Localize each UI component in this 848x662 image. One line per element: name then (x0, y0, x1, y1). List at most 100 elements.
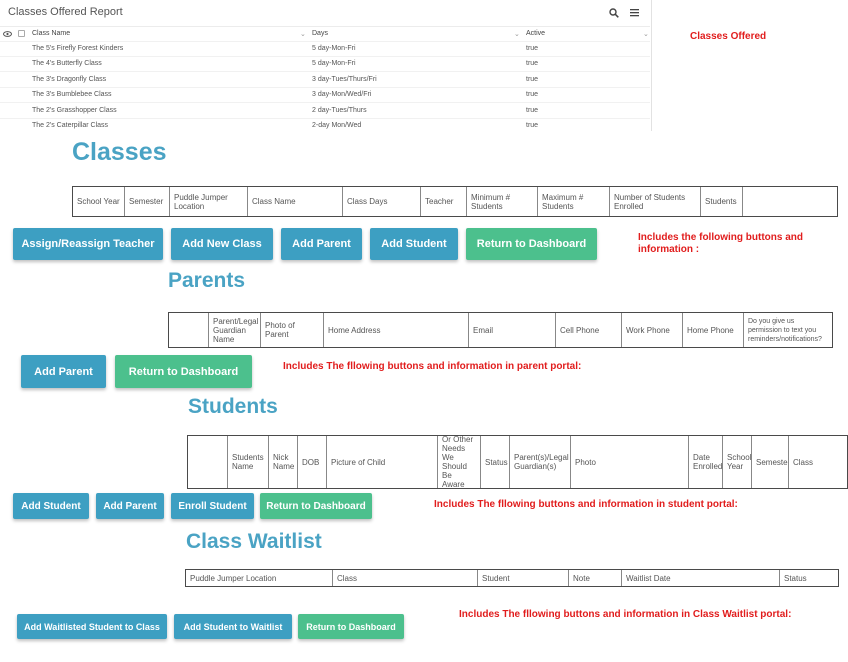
parents-table-header: Parent/Legal Guardian Name Photo of Pare… (168, 312, 833, 348)
row-divider (0, 41, 650, 42)
add-waitlisted-student-button[interactable]: Add Waitlisted Student to Class (17, 614, 167, 639)
column-header: Status (784, 573, 807, 583)
menu-icon[interactable] (630, 8, 639, 17)
column-header: Teacher (421, 187, 467, 216)
column-header: Class Days (343, 187, 421, 216)
row-divider (0, 56, 650, 57)
add-student-button[interactable]: Add Student (370, 228, 458, 260)
note-waitlist: Includes The fllowing buttons and inform… (459, 609, 792, 620)
column-header: Waitlist Date (622, 570, 780, 586)
students-table-header: Students Name Nick Name DOB Picture of C… (187, 435, 848, 489)
column-header: Parent(s)/Legal Guardian(s) (510, 436, 571, 488)
row-divider (0, 71, 650, 72)
column-header: Home Phone (683, 313, 744, 347)
column-header: Do you give us permission to text you re… (748, 317, 822, 343)
waitlist-title: Class Waitlist (186, 530, 322, 553)
sort-icon[interactable]: ⌄ (514, 31, 520, 38)
column-header: Semester (125, 187, 170, 216)
column-header: Students Name (228, 436, 269, 488)
column-header: Picture of Child (327, 436, 438, 488)
column-header: Allergies Or Other Needs We Should Be Aw… (438, 436, 481, 488)
classes-table-header: School Year Semester Puddle Jumper Locat… (72, 186, 838, 217)
column-header: Work Phone (622, 313, 683, 347)
column-header: Puddle Jumper Location (186, 570, 333, 586)
report-cell-active: true (526, 91, 539, 98)
report-header-rule (0, 26, 650, 27)
students-title: Students (188, 395, 278, 418)
report-divider (651, 0, 652, 131)
column-header: Home Address (324, 313, 469, 347)
column-header: Class Name (248, 187, 343, 216)
note-parents: Includes The fllowing buttons and inform… (283, 361, 582, 372)
row-divider (0, 102, 650, 103)
report-cell-days: 5 day-Mon-Fri (312, 60, 356, 67)
column-header-active[interactable]: Active (526, 30, 546, 37)
column-header (169, 313, 209, 347)
column-header: Photo (571, 436, 689, 488)
report-cell-active: true (526, 45, 539, 52)
report-cell-days: 3 day-Mon/Wed/Fri (312, 91, 372, 98)
return-to-dashboard-button[interactable]: Return to Dashboard (260, 493, 372, 519)
note-classes: Includes the following buttons and infor… (638, 232, 803, 255)
report-cell-active: true (526, 60, 539, 67)
column-header: Number of Students Enrolled (610, 187, 701, 216)
sort-icon[interactable]: ⌄ (300, 31, 306, 38)
add-student-button[interactable]: Add Student (13, 493, 89, 519)
parents-title: Parents (168, 269, 246, 292)
search-icon[interactable] (609, 8, 619, 18)
column-header-days[interactable]: Days (312, 30, 328, 37)
add-new-class-button[interactable]: Add New Class (171, 228, 273, 260)
column-header: Minimum # Students (467, 187, 538, 216)
add-parent-button[interactable]: Add Parent (21, 355, 106, 388)
sort-icon[interactable]: ⌄ (643, 31, 649, 38)
column-header: School Year (723, 436, 752, 488)
report-cell-class-name: The 3's Bumblebee Class (32, 91, 112, 98)
return-to-dashboard-button[interactable]: Return to Dashboard (298, 614, 404, 639)
report-cell-class-name: The 2's Grasshopper Class (32, 107, 117, 114)
select-all-checkbox[interactable] (18, 30, 25, 37)
column-header (188, 436, 228, 488)
row-divider (0, 118, 650, 119)
eye-icon[interactable] (3, 31, 12, 37)
return-to-dashboard-button[interactable]: Return to Dashboard (466, 228, 597, 260)
column-header: Semester (752, 436, 789, 488)
report-title: Classes Offered Report (8, 6, 123, 18)
column-header: Puddle Jumper Location (170, 187, 248, 216)
column-header: Nick Name (269, 436, 298, 488)
column-header: Status (481, 436, 510, 488)
column-header (743, 187, 837, 216)
column-header: Student (478, 570, 569, 586)
column-header: Date Enrolled (689, 436, 723, 488)
column-header: Class (793, 457, 814, 467)
classes-title: Classes (72, 138, 167, 166)
report-cell-days: 5 day-Mon-Fri (312, 45, 356, 52)
report-cell-days: 3 day-Tues/Thurs/Fri (312, 76, 377, 83)
report-cell-active: true (526, 122, 539, 129)
column-header: DOB (298, 436, 327, 488)
report-cell-class-name: The 5's Firefly Forest Kinders (32, 45, 124, 52)
report-cell-active: true (526, 107, 539, 114)
enroll-student-button[interactable]: Enroll Student (171, 493, 254, 519)
column-header: Parent/Legal Guardian Name (209, 313, 261, 347)
column-header: School Year (73, 187, 125, 216)
column-header: Cell Phone (556, 313, 622, 347)
add-parent-button[interactable]: Add Parent (96, 493, 164, 519)
column-header: Class (333, 570, 478, 586)
note-students: Includes The fllowing buttons and inform… (434, 499, 738, 510)
column-header: Email (469, 313, 556, 347)
return-to-dashboard-button[interactable]: Return to Dashboard (115, 355, 252, 388)
assign-teacher-button[interactable]: Assign/Reassign Teacher (13, 228, 163, 260)
column-header-class-name[interactable]: Class Name (32, 30, 71, 37)
note-classes-offered: Classes Offered (690, 31, 767, 42)
report-cell-active: true (526, 76, 539, 83)
column-header: Note (569, 570, 622, 586)
add-student-to-waitlist-button[interactable]: Add Student to Waitlist (174, 614, 292, 639)
row-divider (0, 87, 650, 88)
report-cell-days: 2 day-Tues/Thurs (312, 107, 367, 114)
report-cell-class-name: The 3's Dragonfly Class (32, 76, 107, 83)
report-cell-class-name: The 2's Caterpillar Class (32, 122, 109, 129)
column-header: Students (701, 187, 743, 216)
column-header: Photo of Parent (261, 313, 324, 347)
report-cell-days: 2-day Mon/Wed (312, 122, 362, 129)
add-parent-button[interactable]: Add Parent (281, 228, 362, 260)
